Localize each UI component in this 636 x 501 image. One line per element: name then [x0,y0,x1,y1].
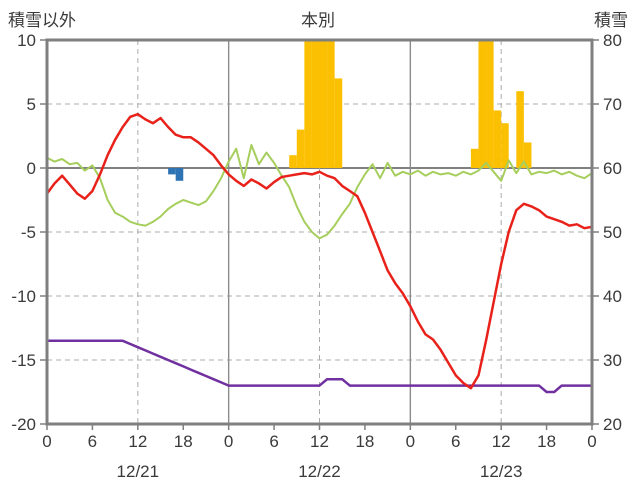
date-labels: 12/21 12/22 12/23 [117,462,523,481]
svg-text:60: 60 [603,159,622,178]
svg-text:50: 50 [603,223,622,242]
svg-text:0: 0 [42,432,51,451]
rain-bars [168,168,184,181]
svg-text:12: 12 [128,432,147,451]
svg-text:30: 30 [603,351,622,370]
green-metric-line [47,144,592,240]
svg-text:12/22: 12/22 [298,462,341,481]
svg-text:5: 5 [27,95,36,114]
svg-text:18: 18 [355,432,374,451]
svg-text:-10: -10 [11,287,36,306]
plot-frame [45,38,594,426]
svg-text:-5: -5 [21,223,36,242]
left-axis-labels: 10 5 0 -5 -10 -15 -20 [11,31,47,434]
svg-text:0: 0 [406,432,415,451]
svg-text:40: 40 [603,287,622,306]
svg-text:0: 0 [27,159,36,178]
svg-text:12/21: 12/21 [117,462,160,481]
svg-text:-20: -20 [11,415,36,434]
svg-text:18: 18 [174,432,193,451]
svg-text:12: 12 [492,432,511,451]
svg-text:18: 18 [537,432,556,451]
svg-text:0: 0 [224,432,233,451]
svg-text:12/23: 12/23 [480,462,523,481]
temperature-line [47,112,592,390]
svg-text:10: 10 [17,31,36,50]
snowfall-bars [289,40,532,169]
svg-text:0: 0 [587,432,596,451]
x-axis-labels: 0 6 12 18 0 6 12 18 0 6 12 18 0 [42,424,597,451]
left-axis-title: 積雪以外 [8,11,76,30]
svg-text:6: 6 [451,432,460,451]
svg-text:12: 12 [310,432,329,451]
right-axis-labels: 80 70 60 50 40 30 20 [592,31,622,434]
svg-text:6: 6 [88,432,97,451]
svg-text:20: 20 [603,415,622,434]
right-axis-title: 積雪 [594,11,628,30]
svg-text:6: 6 [269,432,278,451]
svg-text:-15: -15 [11,351,36,370]
svg-text:80: 80 [603,31,622,50]
snow-depth-line [47,339,592,394]
svg-text:70: 70 [603,95,622,114]
